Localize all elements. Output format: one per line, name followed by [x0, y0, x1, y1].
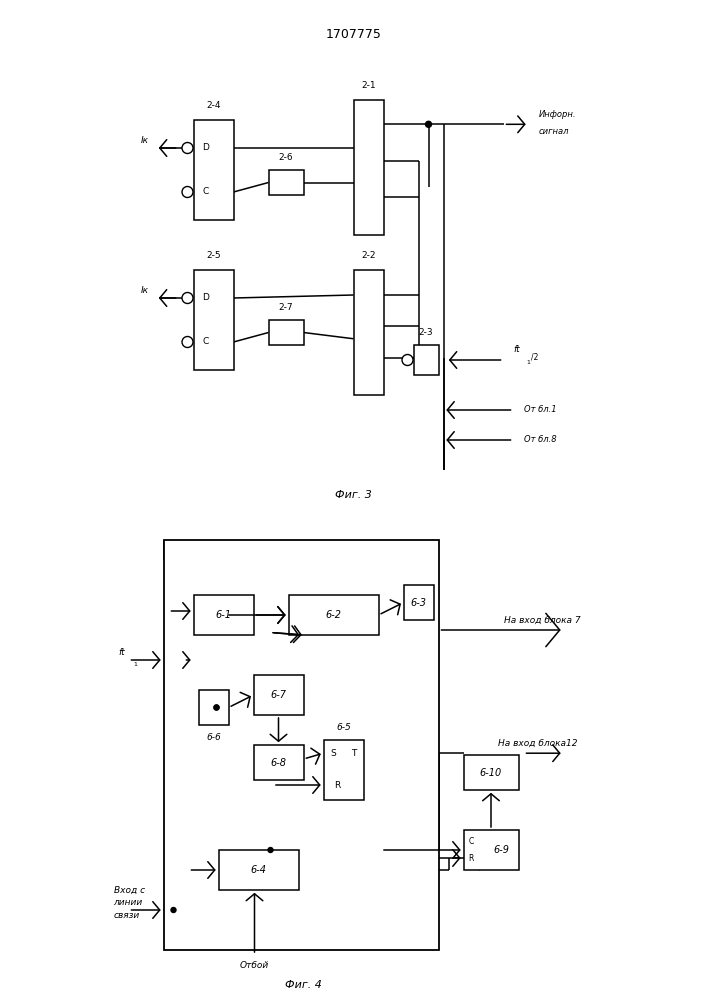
FancyBboxPatch shape: [163, 540, 438, 950]
Text: Инфорн.: Инфорн.: [539, 110, 576, 119]
Text: R: R: [468, 854, 474, 863]
Text: C: C: [468, 837, 474, 846]
Text: На вход блока 7: На вход блока 7: [503, 615, 580, 624]
FancyBboxPatch shape: [194, 595, 254, 635]
Text: 2-1: 2-1: [361, 81, 376, 90]
Circle shape: [214, 705, 219, 710]
Text: Iк: Iк: [141, 286, 148, 295]
Text: 2-4: 2-4: [206, 101, 221, 109]
Text: 2-7: 2-7: [279, 303, 293, 312]
Text: связи: связи: [114, 910, 140, 920]
Text: ft: ft: [513, 346, 520, 355]
Text: R: R: [334, 780, 341, 790]
Text: C: C: [203, 188, 209, 196]
Text: C: C: [203, 338, 209, 347]
FancyBboxPatch shape: [269, 320, 303, 345]
Text: сигнал: сигнал: [539, 127, 569, 136]
Circle shape: [268, 848, 273, 852]
Circle shape: [182, 142, 193, 153]
Text: T: T: [351, 749, 356, 758]
Text: 6-7: 6-7: [271, 690, 286, 700]
FancyBboxPatch shape: [464, 755, 518, 790]
Text: 6-3: 6-3: [411, 597, 426, 607]
Text: /2: /2: [531, 353, 538, 362]
Text: 6-1: 6-1: [216, 610, 231, 620]
FancyBboxPatch shape: [269, 170, 303, 195]
Text: 2-6: 2-6: [279, 153, 293, 162]
Text: Фиг. 3: Фиг. 3: [335, 490, 372, 500]
Text: От бл.8: От бл.8: [523, 436, 556, 444]
Text: От бл.1: От бл.1: [523, 406, 556, 414]
Text: Iк: Iк: [141, 136, 148, 145]
Text: 1: 1: [526, 360, 530, 365]
Text: 2-3: 2-3: [419, 328, 433, 337]
Text: 6-2: 6-2: [325, 610, 341, 620]
FancyBboxPatch shape: [254, 745, 303, 780]
Text: 6-8: 6-8: [271, 758, 286, 768]
FancyBboxPatch shape: [218, 850, 298, 890]
Text: 1: 1: [134, 662, 137, 668]
Text: Отбой: Отбой: [240, 960, 269, 970]
Circle shape: [182, 336, 193, 348]
FancyBboxPatch shape: [464, 830, 518, 870]
FancyBboxPatch shape: [199, 690, 228, 725]
Text: Вход с: Вход с: [114, 886, 145, 894]
Text: 1707775: 1707775: [325, 28, 382, 41]
FancyBboxPatch shape: [254, 675, 303, 715]
Circle shape: [214, 705, 219, 710]
Text: 6-9: 6-9: [493, 845, 509, 855]
Circle shape: [402, 355, 413, 365]
Text: 2-2: 2-2: [361, 250, 375, 259]
Text: D: D: [203, 294, 209, 302]
Text: 2-5: 2-5: [206, 250, 221, 259]
Text: 6-4: 6-4: [250, 865, 267, 875]
Circle shape: [182, 186, 193, 198]
FancyBboxPatch shape: [404, 585, 433, 620]
FancyBboxPatch shape: [414, 345, 438, 375]
Text: ft: ft: [119, 648, 125, 657]
Text: 6-5: 6-5: [336, 723, 351, 732]
Text: S: S: [331, 749, 337, 758]
FancyBboxPatch shape: [324, 740, 363, 800]
Text: На вход блока12: На вход блока12: [498, 739, 578, 748]
FancyBboxPatch shape: [194, 270, 233, 370]
Text: 6-10: 6-10: [480, 768, 502, 778]
FancyBboxPatch shape: [354, 270, 383, 395]
FancyBboxPatch shape: [288, 595, 378, 635]
Text: Фиг. 4: Фиг. 4: [285, 980, 322, 990]
FancyBboxPatch shape: [354, 100, 383, 235]
Text: 6-6: 6-6: [206, 733, 221, 742]
Circle shape: [182, 292, 193, 304]
Circle shape: [426, 121, 431, 127]
Circle shape: [171, 908, 176, 912]
FancyBboxPatch shape: [194, 120, 233, 220]
Text: D: D: [203, 143, 209, 152]
Text: линии: линии: [114, 898, 143, 907]
